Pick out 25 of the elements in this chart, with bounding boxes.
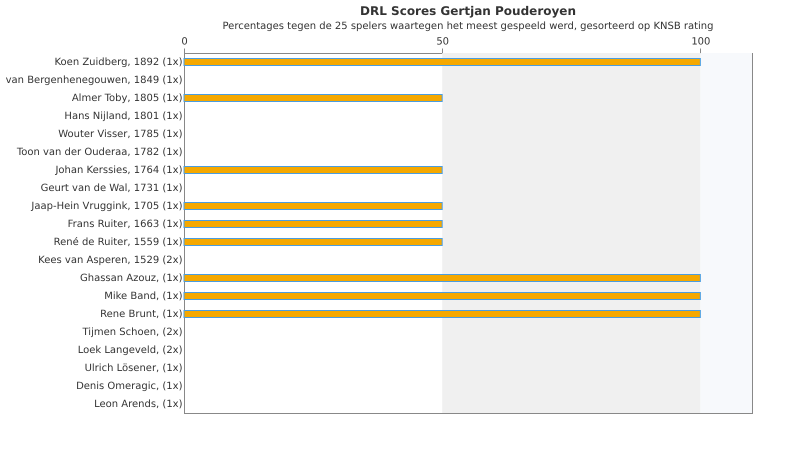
y-tick-label: Ulrich Lösener, (1x) [84, 363, 183, 374]
x-tick-label: 0 [181, 36, 188, 48]
y-tick-label: van Bergenhenegouwen, 1849 (1x) [6, 75, 183, 86]
y-tick-label: René de Ruiter, 1559 (1x) [54, 237, 183, 248]
y-tick-label: Almer Toby, 1805 (1x) [72, 93, 183, 104]
y-tick-label: Rene Brunt, (1x) [100, 309, 183, 320]
y-tick-label: Jaap-Hein Vruggink, 1705 (1x) [30, 201, 183, 212]
y-tick-label: Toon van der Ouderaa, 1782 (1x) [16, 147, 183, 158]
y-tick-label: Leon Arends, (1x) [94, 399, 183, 410]
chart-subtitle: Percentages tegen de 25 spelers waartegen het meest gespeeld werd, gesorteerd op KNSB rating [222, 21, 714, 32]
y-tick-label: Koen Zuidberg, 1892 (1x) [54, 57, 183, 68]
chart-title: DRL Scores Gertjan Pouderoyen [360, 4, 576, 18]
y-tick-label: Wouter Visser, 1785 (1x) [58, 129, 183, 140]
y-tick-label: Kees van Asperen, 1529 (2x) [38, 255, 183, 266]
y-tick-label: Loek Langeveld, (2x) [78, 345, 183, 356]
x-tick-label: 100 [691, 36, 710, 48]
y-tick-label: Tijmen Schoen, (2x) [82, 327, 183, 338]
y-tick-label: Denis Omeragic, (1x) [76, 381, 183, 392]
y-tick-label: Mike Band, (1x) [104, 291, 183, 302]
y-tick-label: Hans Nijland, 1801 (1x) [64, 111, 183, 122]
y-tick-label: Frans Ruiter, 1663 (1x) [68, 219, 183, 230]
y-tick-label: Ghassan Azouz, (1x) [80, 273, 183, 284]
y-tick-label: Geurt van de Wal, 1731 (1x) [40, 183, 183, 194]
y-tick-label: Johan Kerssies, 1764 (1x) [54, 165, 183, 176]
x-tick-label: 50 [436, 36, 450, 48]
